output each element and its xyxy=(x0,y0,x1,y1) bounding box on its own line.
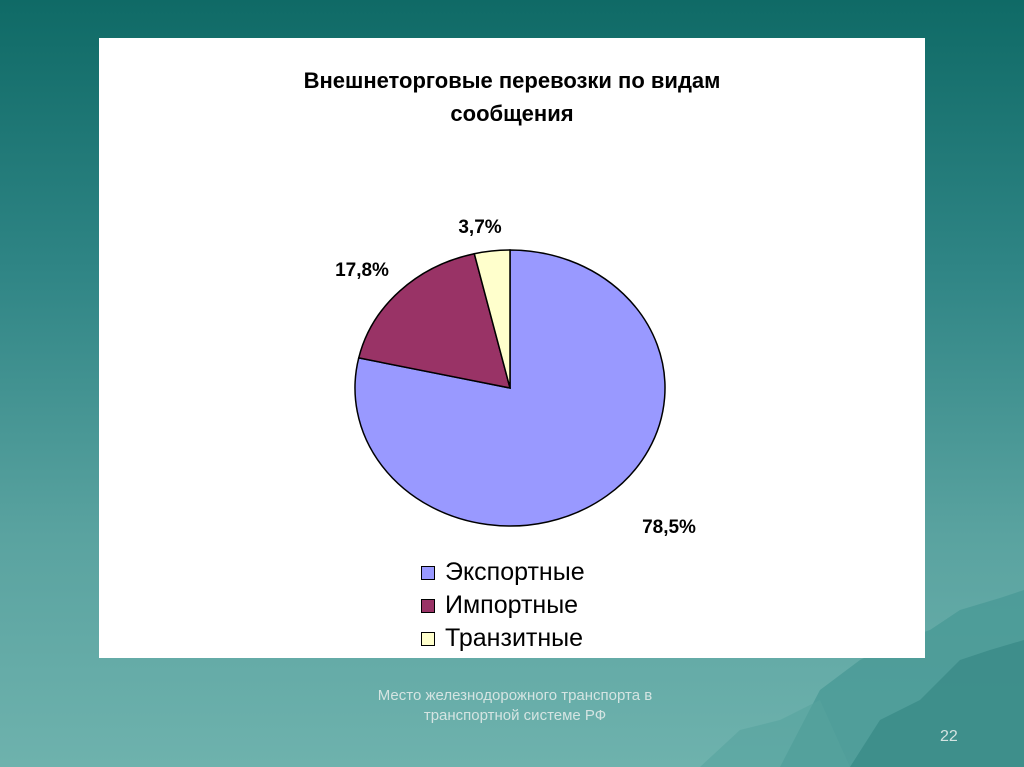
pie-slice-transit xyxy=(473,249,511,389)
legend-label-transit: Транзитные xyxy=(445,624,584,652)
legend-label-import: Импортные xyxy=(445,591,579,619)
legend-swatch-import xyxy=(421,598,435,613)
chart-title: Внешнеторговые перевозки по видам сообще… xyxy=(303,68,721,126)
legend-swatch-export xyxy=(421,565,435,580)
legend-swatch-transit xyxy=(421,631,435,646)
legend-item-transit: Транзитные xyxy=(421,622,585,655)
legend: Экспортные Импортные Транзитные xyxy=(421,556,585,655)
data-label-import: 17,8% xyxy=(335,260,389,281)
pie-slice-import xyxy=(357,252,512,389)
legend-label-export: Экспортные xyxy=(445,558,585,586)
legend-item-export: Экспортные xyxy=(421,556,585,589)
data-label-transit: 3,7% xyxy=(458,217,501,238)
legend-item-import: Импортные xyxy=(421,589,585,622)
chart-panel: Внешнеторговые перевозки по видам сообще… xyxy=(99,38,925,658)
footer-caption: Место железнодорожного транспорта в тран… xyxy=(377,687,653,724)
page-number: 22 xyxy=(940,728,958,745)
pie-chart: 78,5% 17,8% 3,7% xyxy=(335,217,696,538)
data-label-export: 78,5% xyxy=(642,517,696,538)
